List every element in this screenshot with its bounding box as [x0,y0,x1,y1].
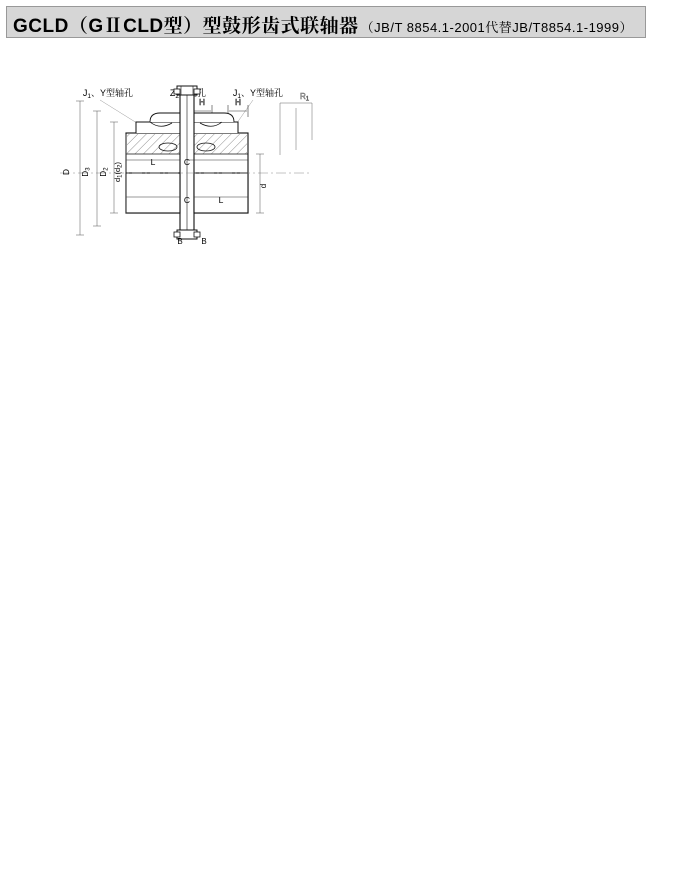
svg-text:D3: D3 [81,167,92,177]
svg-text:L: L [151,157,156,167]
svg-text:d: d [259,184,268,188]
svg-text:B: B [177,237,182,245]
svg-text:L: L [219,195,224,205]
svg-text:H: H [199,98,205,107]
svg-text:J1、Y型轴孔: J1、Y型轴孔 [83,87,133,100]
svg-text:C: C [184,195,190,205]
svg-text:D2: D2 [99,167,110,177]
svg-text:H: H [235,98,241,107]
svg-text:B: B [201,237,206,245]
svg-text:C: C [184,157,190,167]
svg-text:R1: R1 [300,92,310,103]
svg-text:d1(d2): d1(d2) [113,161,124,182]
svg-text:D: D [61,169,71,175]
